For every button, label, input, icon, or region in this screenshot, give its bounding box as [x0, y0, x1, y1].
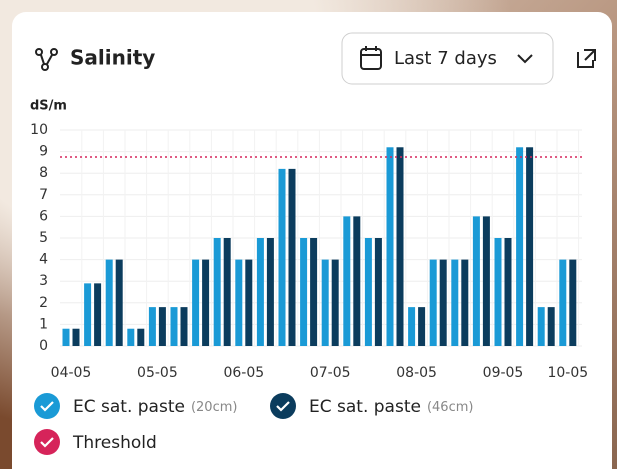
bar	[375, 238, 382, 346]
bar	[418, 307, 425, 346]
y-tick-label: 10	[30, 122, 48, 138]
checkbox	[34, 393, 60, 419]
bar	[322, 260, 329, 346]
x-tick-label: 05-05	[137, 365, 178, 381]
x-tick-label: 07-05	[310, 365, 351, 381]
y-tick-label: 9	[39, 144, 48, 160]
bar	[473, 216, 480, 346]
bar	[224, 238, 231, 346]
x-tick-label: 04-05	[51, 365, 92, 381]
bar	[73, 329, 80, 346]
range-label[interactable]: Last 7 days	[394, 48, 497, 69]
y-tick-label: 5	[39, 230, 48, 246]
bar	[94, 283, 101, 346]
bar	[451, 260, 458, 346]
bar	[526, 147, 533, 346]
bar	[440, 260, 447, 346]
x-tick-label: 06-05	[223, 365, 264, 381]
bar	[106, 260, 113, 346]
y-tick-label: 7	[39, 187, 48, 203]
bar	[516, 147, 523, 346]
legend-checkbox[interactable]	[34, 429, 60, 455]
checkbox	[270, 393, 296, 419]
bar	[181, 307, 188, 346]
bar	[171, 307, 178, 346]
bar	[483, 216, 490, 346]
bar	[257, 238, 264, 346]
bar	[279, 169, 286, 346]
bar	[430, 260, 437, 346]
bar	[548, 307, 555, 346]
y-tick-label: 2	[39, 295, 48, 311]
bar	[235, 260, 242, 346]
y-tick-label: 3	[39, 273, 48, 289]
y-tick-label: 4	[39, 252, 48, 268]
bar	[300, 238, 307, 346]
bar	[505, 238, 512, 346]
bar	[127, 329, 134, 346]
bar	[137, 329, 144, 346]
widget: Salinity Last 7 days dS/m 0 1 2 3 4 5 6 7 8 9 10 04…	[0, 0, 617, 469]
legend-depth: (46cm)	[427, 400, 474, 415]
page: Salinity Last 7 days dS/m 0 1 2 3 4 5 6 7 8 9 10 04…	[0, 0, 617, 469]
bar	[202, 260, 209, 346]
bar	[569, 260, 576, 346]
legend-label: EC sat. paste (20cm)	[73, 397, 237, 417]
bar	[116, 260, 123, 346]
legend-label: Threshold	[72, 433, 157, 453]
bar	[461, 260, 468, 346]
legend-checkbox[interactable]	[270, 393, 296, 419]
bar	[245, 260, 252, 346]
bar	[332, 260, 339, 346]
bar	[214, 238, 221, 346]
legend-label: EC sat. paste (46cm)	[309, 397, 473, 417]
x-tick-label: 10-05	[547, 365, 588, 381]
legend-name: EC sat. paste	[73, 397, 185, 417]
y-tick-label: 6	[39, 208, 48, 224]
title: Salinity	[70, 46, 155, 70]
legend-name: EC sat. paste	[309, 397, 421, 417]
bar	[289, 169, 296, 346]
bar	[192, 260, 199, 346]
range-dropdown[interactable]: Last 7 days	[342, 33, 553, 84]
bar	[343, 216, 350, 346]
unit-label: dS/m	[30, 99, 67, 114]
bar	[159, 307, 166, 346]
legend-checkbox[interactable]	[34, 393, 60, 419]
bar	[495, 238, 502, 346]
bar	[149, 307, 156, 346]
x-tick-label: 08-05	[396, 365, 437, 381]
y-tick-label: 1	[39, 316, 48, 332]
bar	[365, 238, 372, 346]
bar	[267, 238, 274, 346]
bar	[353, 216, 360, 346]
bar	[408, 307, 415, 346]
bar	[559, 260, 566, 346]
bar	[84, 283, 91, 346]
checkbox	[34, 429, 60, 455]
y-tick-label: 8	[39, 165, 48, 181]
bar	[310, 238, 317, 346]
bar	[63, 329, 70, 346]
legend-depth: (20cm)	[191, 400, 238, 415]
bar	[387, 147, 394, 346]
y-tick-label: 0	[39, 338, 48, 354]
bar	[397, 147, 404, 346]
x-tick-label: 09-05	[483, 365, 524, 381]
bar	[538, 307, 545, 346]
